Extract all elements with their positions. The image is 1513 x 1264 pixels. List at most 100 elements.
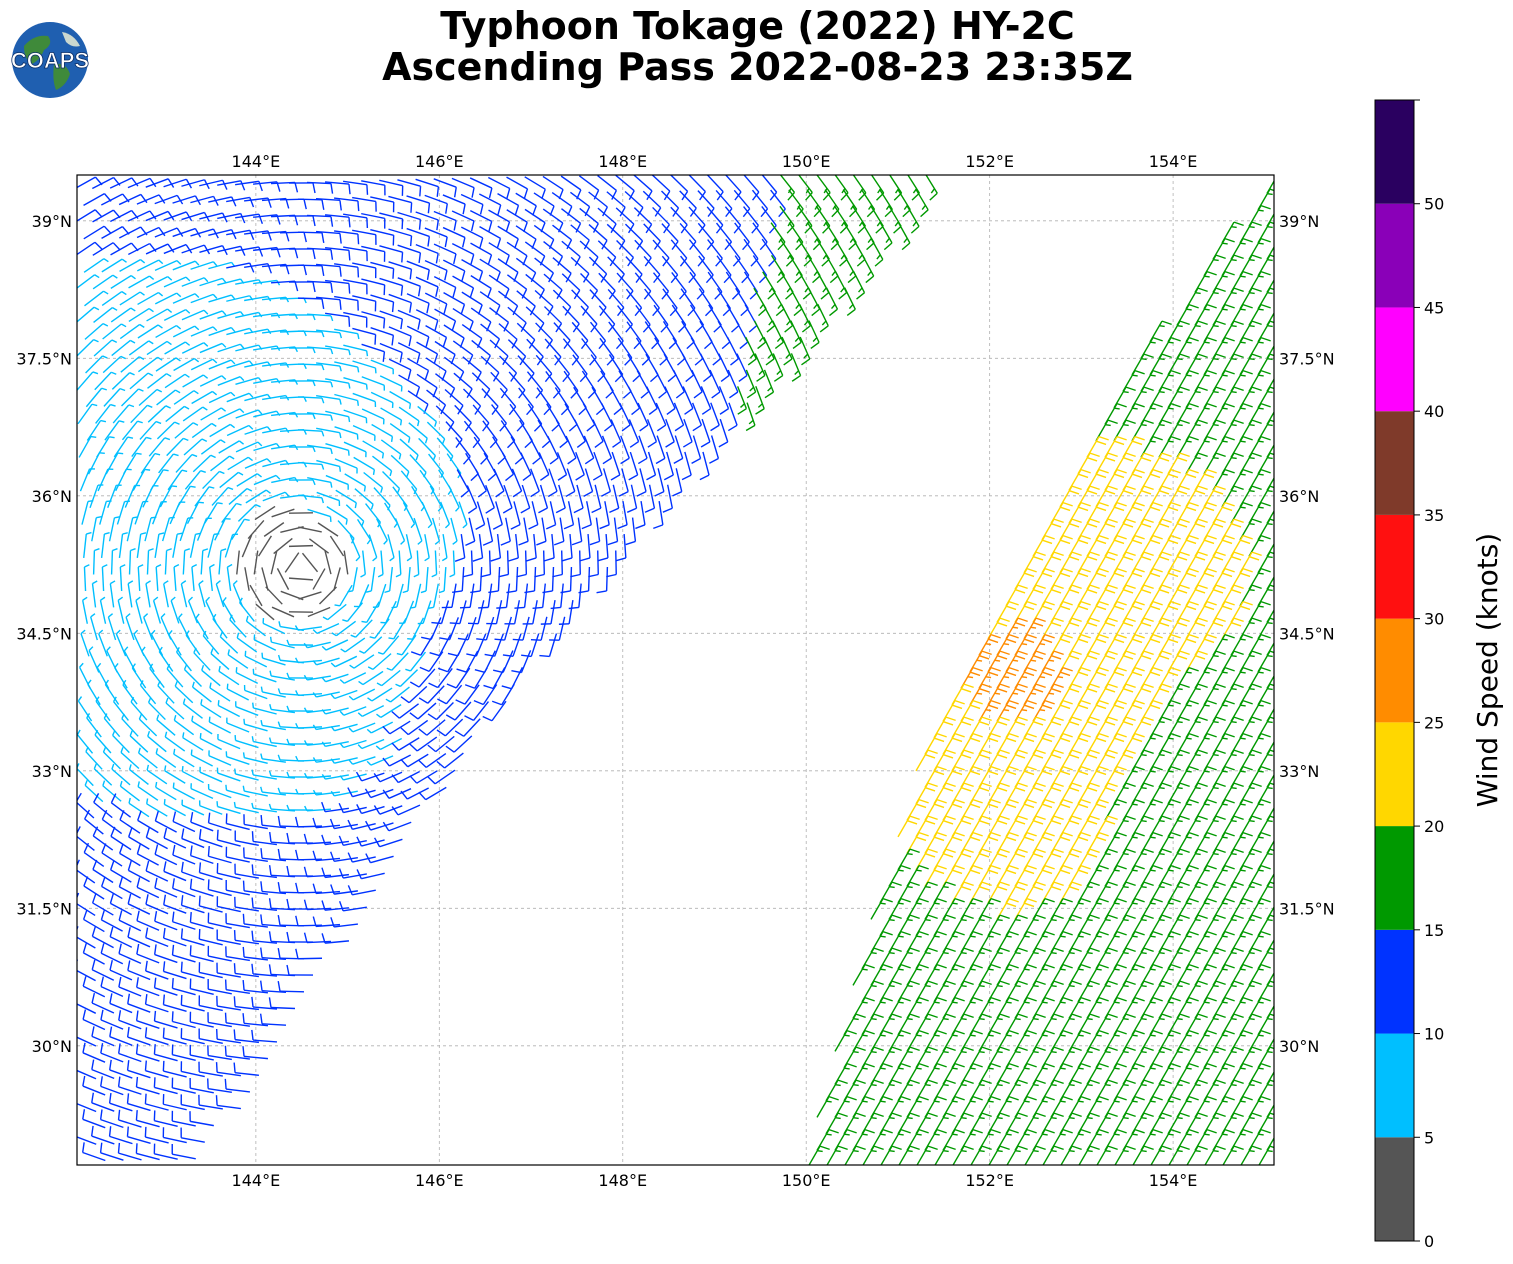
wind-barb xyxy=(301,552,319,573)
wind-barb xyxy=(163,580,169,608)
wind-barb xyxy=(661,223,679,250)
wind-barb xyxy=(925,175,938,201)
wind-barb xyxy=(709,369,721,399)
wind-barb xyxy=(352,229,377,245)
wind-barb xyxy=(436,437,454,462)
wind-barb xyxy=(333,567,341,591)
wind-barb xyxy=(490,534,502,562)
wind-barb xyxy=(208,228,237,240)
wind-barb xyxy=(350,619,373,638)
wind-barb xyxy=(163,276,191,288)
wind-barb xyxy=(128,548,136,575)
wind-barb xyxy=(145,243,175,255)
wind-barb xyxy=(343,180,369,195)
wind-barb xyxy=(212,613,228,639)
wind-barb xyxy=(111,339,136,357)
wind-barb xyxy=(743,175,760,201)
wind-barb xyxy=(583,468,594,497)
wind-barb xyxy=(457,616,477,641)
wind-barb xyxy=(170,596,180,624)
colorbar-segment xyxy=(1375,826,1414,930)
wind-barb xyxy=(235,246,264,257)
wind-barb xyxy=(724,206,742,234)
wind-barb xyxy=(361,408,385,425)
wind-barb xyxy=(679,222,697,251)
wind-barb xyxy=(97,468,114,492)
wind-barb xyxy=(456,469,470,498)
wind-barb xyxy=(130,404,153,424)
wind-barb xyxy=(431,550,438,578)
wind-barb xyxy=(316,491,341,506)
wind-barb xyxy=(461,259,484,282)
wind-barb xyxy=(416,341,439,364)
wind-barb xyxy=(706,206,724,234)
wind-barb xyxy=(343,409,368,424)
wind-barb xyxy=(512,616,530,641)
wind-barb xyxy=(547,468,558,498)
wind-barb xyxy=(343,213,369,229)
wind-barb xyxy=(105,452,124,475)
wind-barb xyxy=(772,320,784,350)
wind-barb xyxy=(363,471,384,493)
wind-barb xyxy=(535,354,553,383)
wind-barb xyxy=(370,294,395,313)
wind-barb xyxy=(616,272,634,300)
wind-barb xyxy=(139,420,162,440)
wind-barb xyxy=(538,452,550,481)
wind-barb xyxy=(110,275,136,289)
wind-barb xyxy=(190,326,218,337)
wind-barb xyxy=(655,435,666,465)
wind-barb xyxy=(85,355,108,374)
wind-barb xyxy=(334,584,353,607)
wind-barb xyxy=(536,517,547,546)
wind-barb xyxy=(754,353,766,382)
lat-tick-label-right: 37.5°N xyxy=(1279,349,1335,368)
wind-barb xyxy=(164,373,190,389)
wind-barb xyxy=(699,353,713,383)
wind-barb xyxy=(415,309,439,331)
wind-barb xyxy=(526,371,544,399)
wind-barb xyxy=(433,178,457,198)
wind-barb xyxy=(343,344,369,357)
wind-barb xyxy=(707,239,723,267)
wind-barb xyxy=(208,196,237,207)
wind-barb xyxy=(261,329,290,336)
lon-tick-label-bottom: 144°E xyxy=(232,1171,281,1190)
wind-barb xyxy=(915,188,929,218)
wind-barb xyxy=(199,277,227,287)
wind-barb xyxy=(870,238,884,267)
wind-barb xyxy=(87,452,105,475)
wind-barb xyxy=(128,307,154,323)
wind-barb xyxy=(392,486,408,512)
wind-barb xyxy=(407,617,425,640)
wind-barb xyxy=(664,386,676,415)
wind-barb xyxy=(86,419,107,441)
wind-barb xyxy=(137,356,163,373)
wind-barb xyxy=(109,580,116,608)
wind-barb xyxy=(488,209,511,232)
wind-barb xyxy=(306,411,334,421)
wind-barb xyxy=(174,422,199,439)
wind-barb xyxy=(608,321,624,350)
wind-barb xyxy=(119,291,145,306)
wind-barb xyxy=(191,390,218,405)
wind-barb xyxy=(312,623,340,634)
wind-barb xyxy=(442,259,466,281)
wind-barb xyxy=(715,222,733,251)
wind-barb xyxy=(588,224,608,250)
wind-barb xyxy=(245,615,266,637)
wind-barb xyxy=(633,175,653,201)
wind-barb xyxy=(217,212,246,224)
wind-barb xyxy=(226,262,255,273)
wind-barb xyxy=(226,424,254,437)
wind-barb xyxy=(200,407,227,421)
wind-barb xyxy=(466,485,478,514)
wind-barb xyxy=(506,176,529,199)
wind-barb xyxy=(182,548,191,575)
wind-barb xyxy=(116,500,130,525)
wind-barb xyxy=(555,419,569,449)
wind-barb xyxy=(146,548,154,575)
lat-tick-label-left: 30°N xyxy=(32,1037,72,1056)
wind-barb xyxy=(173,564,180,592)
wind-barb xyxy=(745,369,757,399)
